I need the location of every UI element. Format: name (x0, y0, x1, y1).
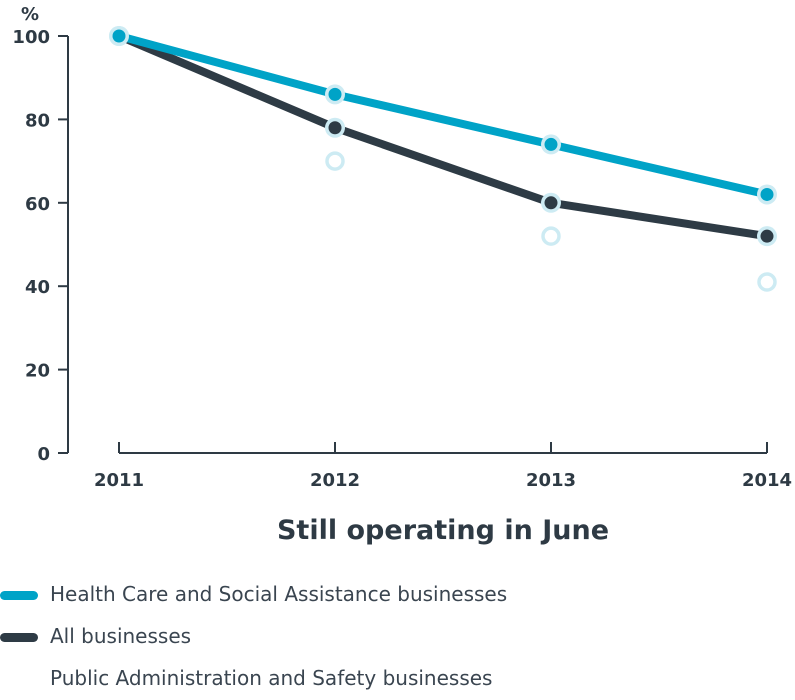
series-line (117, 32, 768, 199)
x-tick-label: 2012 (310, 470, 360, 491)
data-point (760, 187, 774, 201)
legend-item-all-businesses: All businesses (0, 624, 507, 666)
legend: Health Care and Social Assistance busine… (0, 582, 507, 690)
x-tick-label: 2011 (94, 470, 144, 491)
legend-item-public-administration: Public Administration and Safety busines… (0, 666, 507, 690)
data-point (328, 87, 342, 101)
data-point (544, 196, 558, 210)
data-point (325, 151, 345, 171)
y-tick-label: 60 (25, 194, 50, 215)
x-tick-label: 2014 (742, 470, 792, 491)
y-axis-label: % (21, 4, 39, 25)
data-point (541, 226, 561, 246)
data-point (757, 272, 777, 292)
data-point (112, 29, 126, 43)
data-point (760, 229, 774, 243)
legend-item-health-care: Health Care and Social Assistance busine… (0, 582, 507, 624)
series-line (117, 32, 768, 241)
legend-swatch-health-care (0, 591, 38, 600)
legend-swatch-all-businesses (0, 633, 38, 642)
y-tick-label: 0 (37, 444, 50, 465)
y-tick-label: 40 (25, 277, 50, 298)
legend-label: Public Administration and Safety busines… (50, 666, 493, 690)
series-public-administration-and-safety-businesses (325, 151, 777, 292)
legend-label: Health Care and Social Assistance busine… (50, 582, 508, 606)
legend-label: All businesses (50, 624, 192, 648)
series-health-care-and-social-assistance-businesses (109, 26, 777, 205)
data-point (328, 121, 342, 135)
y-tick-label: 80 (25, 110, 50, 131)
data-point (544, 137, 558, 151)
x-axis-title: Still operating in June (277, 515, 609, 546)
y-tick-label: 100 (12, 27, 50, 48)
y-tick-label: 20 (25, 361, 50, 382)
x-tick-label: 2013 (526, 470, 576, 491)
